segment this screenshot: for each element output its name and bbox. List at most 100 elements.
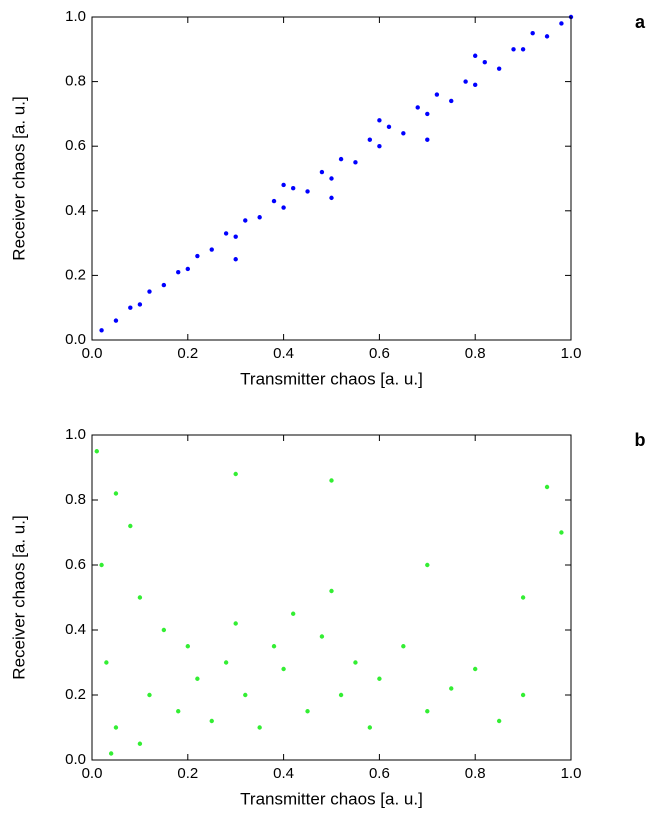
point (559, 530, 564, 535)
point (209, 247, 214, 252)
point (367, 137, 373, 142)
point (329, 195, 334, 201)
point (559, 21, 564, 26)
point (520, 692, 526, 698)
point (209, 718, 214, 724)
x-tick-label: 0.0 (82, 345, 103, 362)
point (271, 198, 277, 204)
point (319, 634, 325, 639)
point (290, 185, 296, 191)
point (511, 47, 516, 52)
x-tick-label: 0.8 (465, 345, 486, 362)
x-tick-label: 0.8 (465, 765, 486, 782)
x-axis-title: Transmitter chaos [a. u.] (240, 369, 423, 388)
point (257, 215, 262, 220)
point (257, 725, 262, 730)
point (520, 47, 526, 52)
point (94, 449, 99, 454)
point (223, 660, 229, 665)
point (233, 257, 238, 262)
point (496, 718, 502, 724)
point (243, 692, 248, 698)
x-tick-label: 0.2 (177, 345, 198, 362)
point (338, 156, 344, 162)
x-tick-label: 0.0 (82, 765, 103, 782)
point (161, 627, 167, 633)
point (233, 471, 238, 477)
point (185, 644, 190, 649)
point (401, 131, 406, 136)
point (161, 282, 167, 288)
point (353, 660, 358, 665)
point (319, 169, 325, 175)
plot-frame (91, 434, 572, 761)
point (233, 234, 238, 239)
x-tick-label: 0.4 (273, 345, 294, 362)
plot-frame (91, 16, 572, 341)
point (329, 478, 334, 483)
y-tick-label: 0.4 (65, 621, 86, 638)
point (305, 709, 310, 714)
point (329, 176, 334, 181)
point (108, 751, 114, 756)
point (544, 34, 550, 39)
y-tick-label: 0.0 (65, 331, 86, 348)
y-tick-label: 1.0 (65, 8, 86, 25)
point (233, 621, 238, 626)
y-tick-label: 0.2 (65, 266, 86, 283)
point (176, 269, 181, 275)
point (128, 305, 133, 310)
point (520, 595, 526, 600)
point (113, 725, 119, 730)
point (449, 98, 454, 104)
point (113, 491, 119, 496)
point (377, 144, 382, 149)
point (329, 588, 334, 594)
point (544, 484, 550, 490)
y-tick-label: 0.8 (65, 491, 86, 508)
point (147, 289, 152, 294)
point (271, 644, 277, 649)
point (104, 660, 109, 665)
y-tick-label: 0.4 (65, 202, 86, 219)
point (281, 205, 286, 210)
point (147, 692, 152, 698)
y-tick-label: 0.8 (65, 73, 86, 90)
point (223, 231, 229, 236)
point (99, 328, 104, 333)
point (401, 644, 406, 649)
point (473, 53, 478, 58)
x-tick-label: 0.6 (369, 345, 390, 362)
x-tick-label: 0.6 (369, 765, 390, 782)
point (449, 686, 454, 691)
point (195, 253, 200, 259)
point (377, 676, 382, 681)
point (137, 302, 143, 307)
point (137, 595, 143, 600)
point (305, 189, 310, 194)
point (425, 137, 430, 142)
point (377, 118, 382, 123)
y-axis-title: Receiver chaos [a. u.] (9, 96, 28, 260)
point (137, 741, 143, 746)
point (113, 318, 119, 323)
point (425, 562, 430, 568)
y-tick-label: 1.0 (65, 426, 86, 443)
y-tick-label: 0.2 (65, 686, 86, 703)
point (281, 182, 286, 188)
point (434, 92, 440, 97)
point (99, 562, 104, 568)
point (128, 523, 133, 529)
x-tick-label: 0.2 (177, 765, 198, 782)
point (530, 30, 535, 36)
point (290, 611, 296, 616)
x-tick-label: 0.4 (273, 765, 294, 782)
panel-label: b (635, 430, 646, 450)
point (281, 666, 286, 672)
point (338, 692, 344, 698)
x-tick-label: 1.0 (561, 345, 582, 362)
point (367, 725, 373, 730)
point (482, 60, 487, 65)
point (496, 66, 502, 71)
